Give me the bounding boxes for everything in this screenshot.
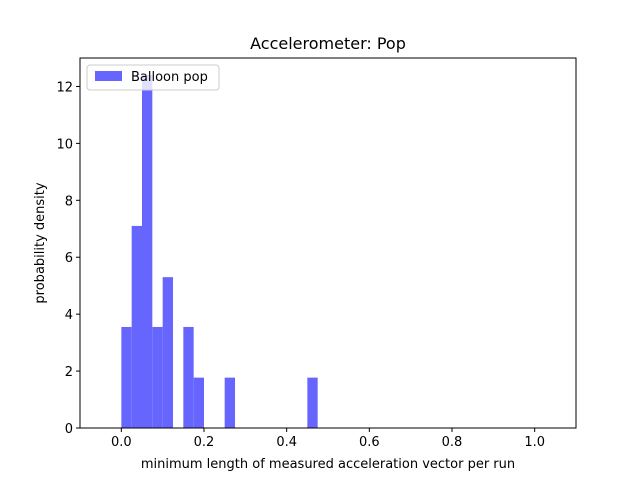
y-axis-ticks: 0 2 4 6 8 10 12 bbox=[56, 80, 80, 437]
histogram-bar bbox=[121, 326, 132, 428]
histogram-bar bbox=[162, 277, 173, 428]
histogram-bar bbox=[307, 377, 318, 428]
legend-label: Balloon pop bbox=[131, 70, 208, 85]
histogram-bars bbox=[121, 75, 318, 429]
chart-title: Accelerometer: Pop bbox=[250, 34, 406, 53]
x-tick-label: 0.0 bbox=[111, 435, 132, 450]
x-tick-label: 0.8 bbox=[442, 435, 463, 450]
y-tick-label: 10 bbox=[56, 137, 73, 152]
histogram-bar bbox=[193, 377, 204, 428]
plot-frame bbox=[79, 57, 577, 429]
histogram-bar bbox=[152, 326, 163, 428]
x-tick-label: 1.0 bbox=[524, 435, 545, 450]
histogram-bar bbox=[183, 326, 194, 428]
legend: Balloon pop bbox=[86, 64, 220, 91]
histogram-bar bbox=[142, 75, 153, 429]
legend-swatch bbox=[95, 71, 122, 81]
y-tick-label: 8 bbox=[65, 194, 73, 209]
y-tick-label: 0 bbox=[65, 422, 73, 437]
y-tick-label: 12 bbox=[56, 80, 73, 95]
y-tick-label: 2 bbox=[65, 365, 73, 380]
y-tick-label: 4 bbox=[65, 308, 73, 323]
y-axis-label: probability density bbox=[33, 182, 48, 303]
histogram-bar bbox=[131, 225, 142, 428]
x-axis-label: minimum length of measured acceleration … bbox=[141, 457, 515, 472]
y-tick-label: 6 bbox=[65, 251, 73, 266]
x-tick-label: 0.2 bbox=[194, 435, 215, 450]
x-tick-label: 0.6 bbox=[359, 435, 380, 450]
x-tick-label: 0.4 bbox=[276, 435, 297, 450]
histogram-bar bbox=[224, 377, 235, 428]
x-axis-ticks: 0.0 0.2 0.4 0.6 0.8 1.0 bbox=[111, 428, 545, 450]
